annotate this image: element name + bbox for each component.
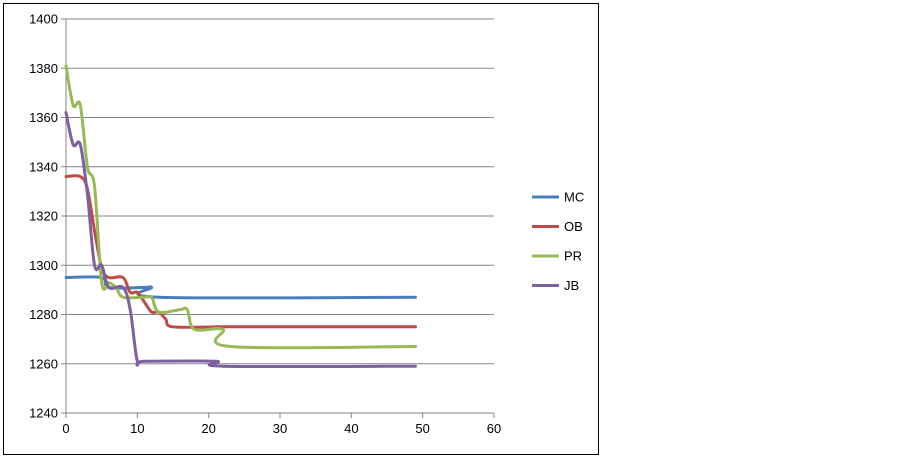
legend-label-jb: JB bbox=[564, 278, 579, 293]
y-tick-label: 1380 bbox=[29, 61, 58, 76]
legend-label-mc: MC bbox=[564, 190, 584, 205]
legend-label-pr: PR bbox=[564, 249, 582, 264]
x-tick-label: 60 bbox=[487, 421, 501, 436]
line-chart: 1240 1260 1280 1300 1320 1340 1360 1380 1400 0 10 2… bbox=[29, 12, 584, 437]
chart-frame: 1240 1260 1280 1300 1320 1340 1360 1380 1400 0 10 2… bbox=[3, 3, 599, 455]
x-tick-label: 50 bbox=[415, 421, 429, 436]
y-tick-label: 1280 bbox=[29, 307, 58, 322]
x-tick-label: 10 bbox=[130, 421, 144, 436]
y-tick-label: 1300 bbox=[29, 258, 58, 273]
y-tick-label: 1400 bbox=[29, 12, 58, 27]
y-tick-label: 1260 bbox=[29, 356, 58, 371]
x-tick-label: 20 bbox=[201, 421, 215, 436]
series-line-pr bbox=[64, 64, 418, 350]
series-line-mc bbox=[64, 275, 418, 300]
y-tick-label: 1360 bbox=[29, 110, 58, 125]
y-tick-label: 1340 bbox=[29, 159, 58, 174]
y-tick-label: 1240 bbox=[29, 406, 58, 421]
x-tick-label: 0 bbox=[62, 421, 69, 436]
legend-label-ob: OB bbox=[564, 219, 583, 234]
x-tick-label: 40 bbox=[344, 421, 358, 436]
series-line-jb bbox=[64, 111, 418, 369]
x-tick-label: 30 bbox=[273, 421, 287, 436]
series-line-ob bbox=[64, 174, 418, 329]
y-tick-label: 1320 bbox=[29, 209, 58, 224]
